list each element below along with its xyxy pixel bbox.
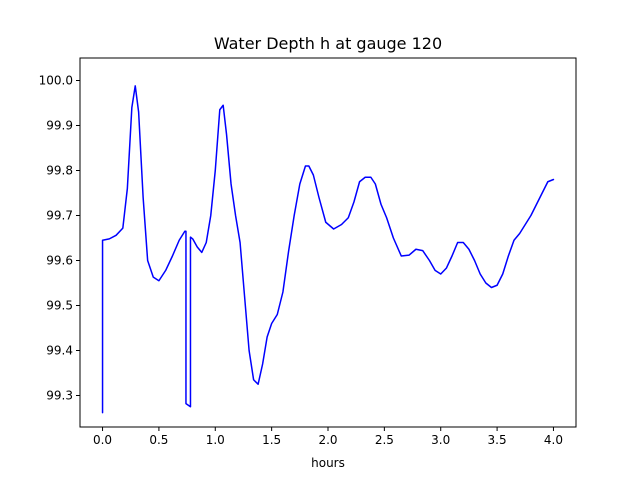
y-tick-label: 99.5 xyxy=(46,299,73,313)
y-tick-label: 99.6 xyxy=(46,254,73,268)
x-tick-label: 3.0 xyxy=(431,433,450,447)
y-tick-label: 99.3 xyxy=(46,389,73,403)
x-tick-label: 1.0 xyxy=(206,433,225,447)
chart-title: Water Depth h at gauge 120 xyxy=(214,34,442,53)
x-tick-label: 1.5 xyxy=(262,433,281,447)
x-axis-label: hours xyxy=(311,456,345,470)
y-tick-label: 99.7 xyxy=(46,209,73,223)
plot-frame xyxy=(79,57,577,428)
series-layer xyxy=(101,85,555,414)
x-tick-label: 3.5 xyxy=(488,433,507,447)
x-tick-label: 2.5 xyxy=(375,433,394,447)
x-tick-label: 0.0 xyxy=(93,433,112,447)
x-tick-label: 0.5 xyxy=(149,433,168,447)
y-tick-label: 99.4 xyxy=(46,344,73,358)
y-tick-label: 99.8 xyxy=(46,164,73,178)
y-tick-label: 99.9 xyxy=(46,119,73,133)
x-tick-label: 4.0 xyxy=(544,433,563,447)
axes-layer: 0.0 0.5 1.0 1.5 2.0 2.5 3.0 3.5 4.0 99.3 99.4 99.5 9… xyxy=(39,57,577,447)
x-tick-label: 2.0 xyxy=(318,433,337,447)
y-tick-label: 100.0 xyxy=(39,74,73,88)
series-line-0 xyxy=(101,85,555,414)
